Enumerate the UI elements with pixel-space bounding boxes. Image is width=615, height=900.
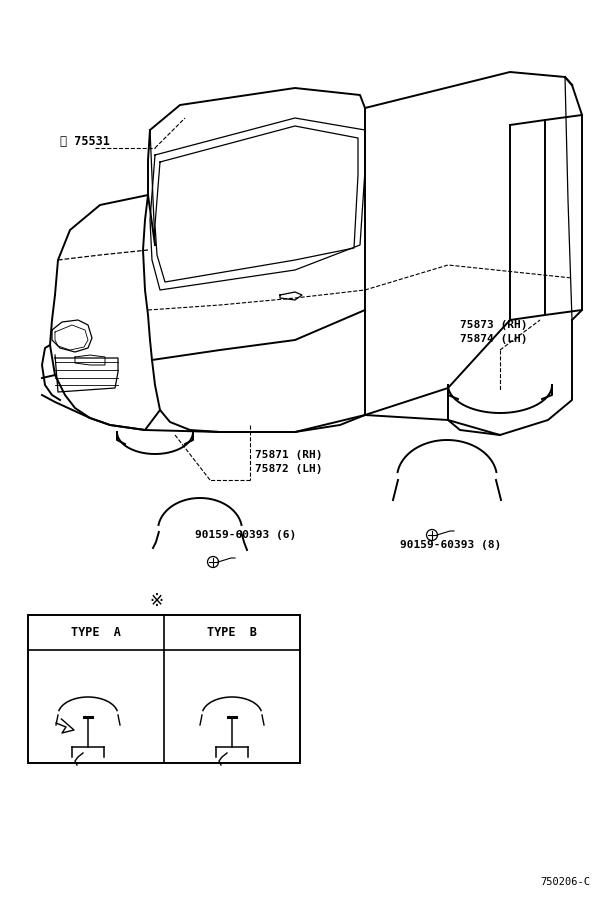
Text: 75873 (RH)
75874 (LH): 75873 (RH) 75874 (LH)	[460, 320, 528, 344]
Text: 90159-60393 (8): 90159-60393 (8)	[400, 540, 501, 550]
Text: ※: ※	[149, 592, 163, 610]
Text: TYPE  B: TYPE B	[207, 626, 257, 640]
Text: TYPE  A: TYPE A	[71, 626, 121, 640]
Bar	[28, 615, 300, 763]
Text: 75871 (RH)
75872 (LH): 75871 (RH) 75872 (LH)	[255, 450, 322, 474]
Text: 90159-60393 (6): 90159-60393 (6)	[195, 530, 296, 540]
Text: 750206-C: 750206-C	[540, 877, 590, 887]
Text: ※ 75531: ※ 75531	[60, 135, 110, 148]
